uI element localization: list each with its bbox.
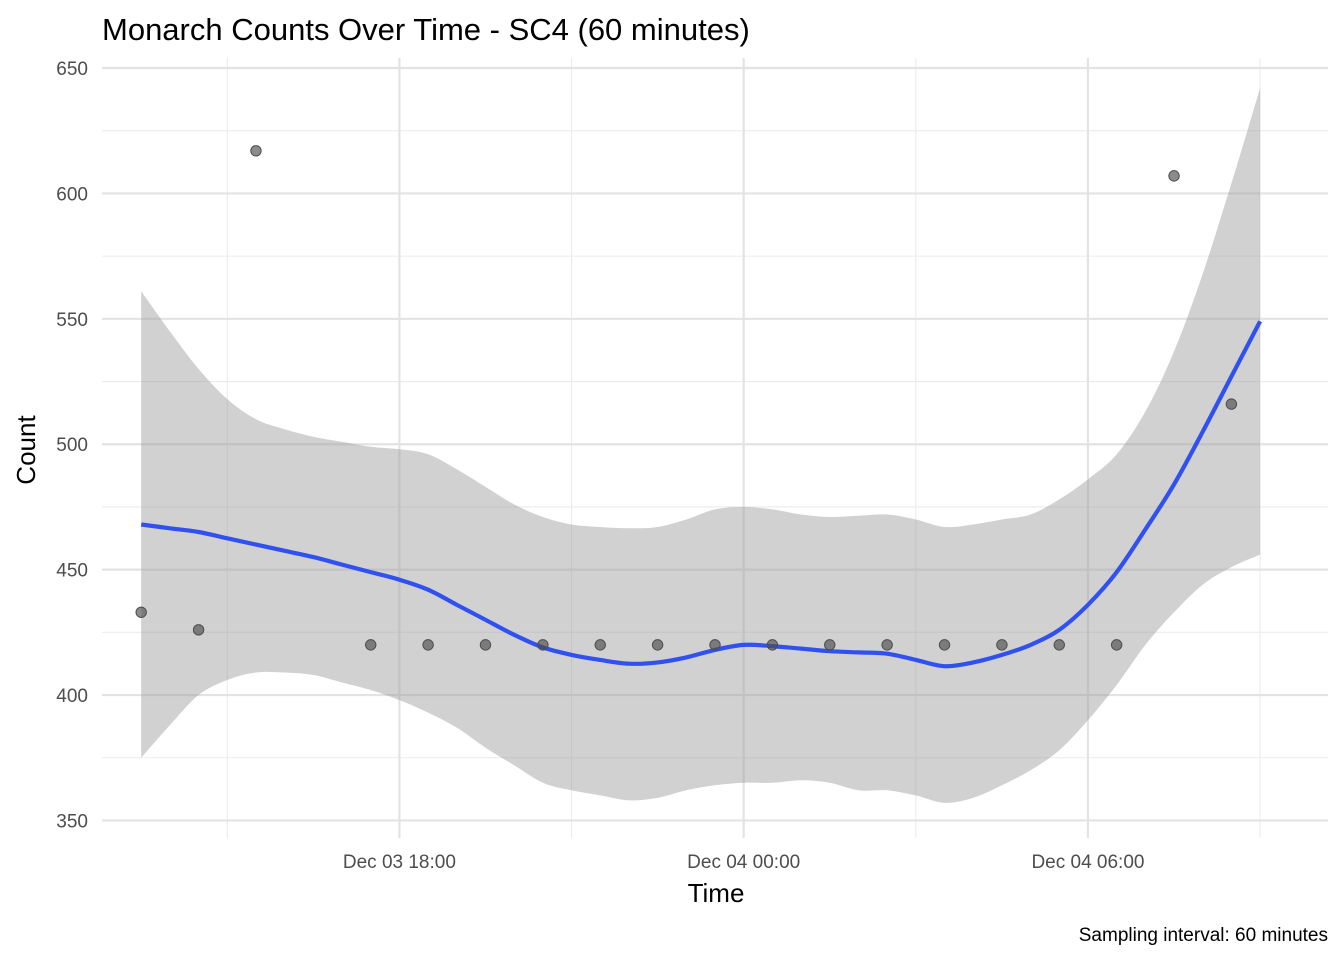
- x-tick-label: Dec 04 06:00: [1031, 852, 1144, 873]
- chart-title: Monarch Counts Over Time - SC4 (60 minut…: [102, 12, 750, 47]
- data-point: [1225, 398, 1238, 410]
- data-point: [996, 639, 1008, 651]
- confidence-band-group: [141, 88, 1261, 803]
- data-point: [1110, 639, 1123, 651]
- data-point: [250, 145, 262, 157]
- smooth-line-group: [140, 320, 1262, 669]
- y-tick-label: 550: [56, 310, 88, 331]
- y-tick-label: 650: [56, 59, 88, 80]
- data-point: [881, 639, 893, 651]
- data-point: [479, 639, 492, 651]
- data-point: [365, 639, 377, 651]
- chart-caption: Sampling interval: 60 minutes: [1079, 925, 1328, 946]
- data-point: [766, 639, 779, 651]
- smooth-trend-line: [140, 320, 1262, 669]
- confidence-band: [141, 88, 1261, 803]
- y-tick-label: 500: [56, 435, 88, 456]
- y-tick-label: 400: [56, 686, 88, 707]
- data-point: [594, 639, 606, 651]
- data-point: [135, 606, 147, 618]
- data-point: [651, 639, 664, 651]
- data-point: [709, 639, 721, 651]
- tick-labels-group: 350 400 450 500 550 600 650 Dec 03 18:00 Dec 04 …: [56, 59, 1144, 873]
- y-tick-label: 600: [56, 184, 88, 205]
- data-point: [824, 639, 836, 651]
- y-tick-label: 450: [56, 561, 88, 582]
- data-points-group: [135, 145, 1238, 651]
- data-point: [1053, 639, 1065, 651]
- x-tick-label: Dec 04 00:00: [687, 852, 800, 873]
- data-point: [422, 639, 434, 651]
- x-tick-label: Dec 03 18:00: [343, 852, 456, 873]
- grid-lines: [102, 58, 1328, 838]
- data-point: [537, 639, 549, 651]
- y-tick-label: 350: [56, 811, 88, 832]
- y-axis-title: Count: [11, 415, 41, 485]
- x-axis-title: Time: [688, 878, 745, 908]
- data-point: [938, 639, 951, 651]
- data-point: [192, 624, 205, 636]
- data-point: [1168, 170, 1180, 182]
